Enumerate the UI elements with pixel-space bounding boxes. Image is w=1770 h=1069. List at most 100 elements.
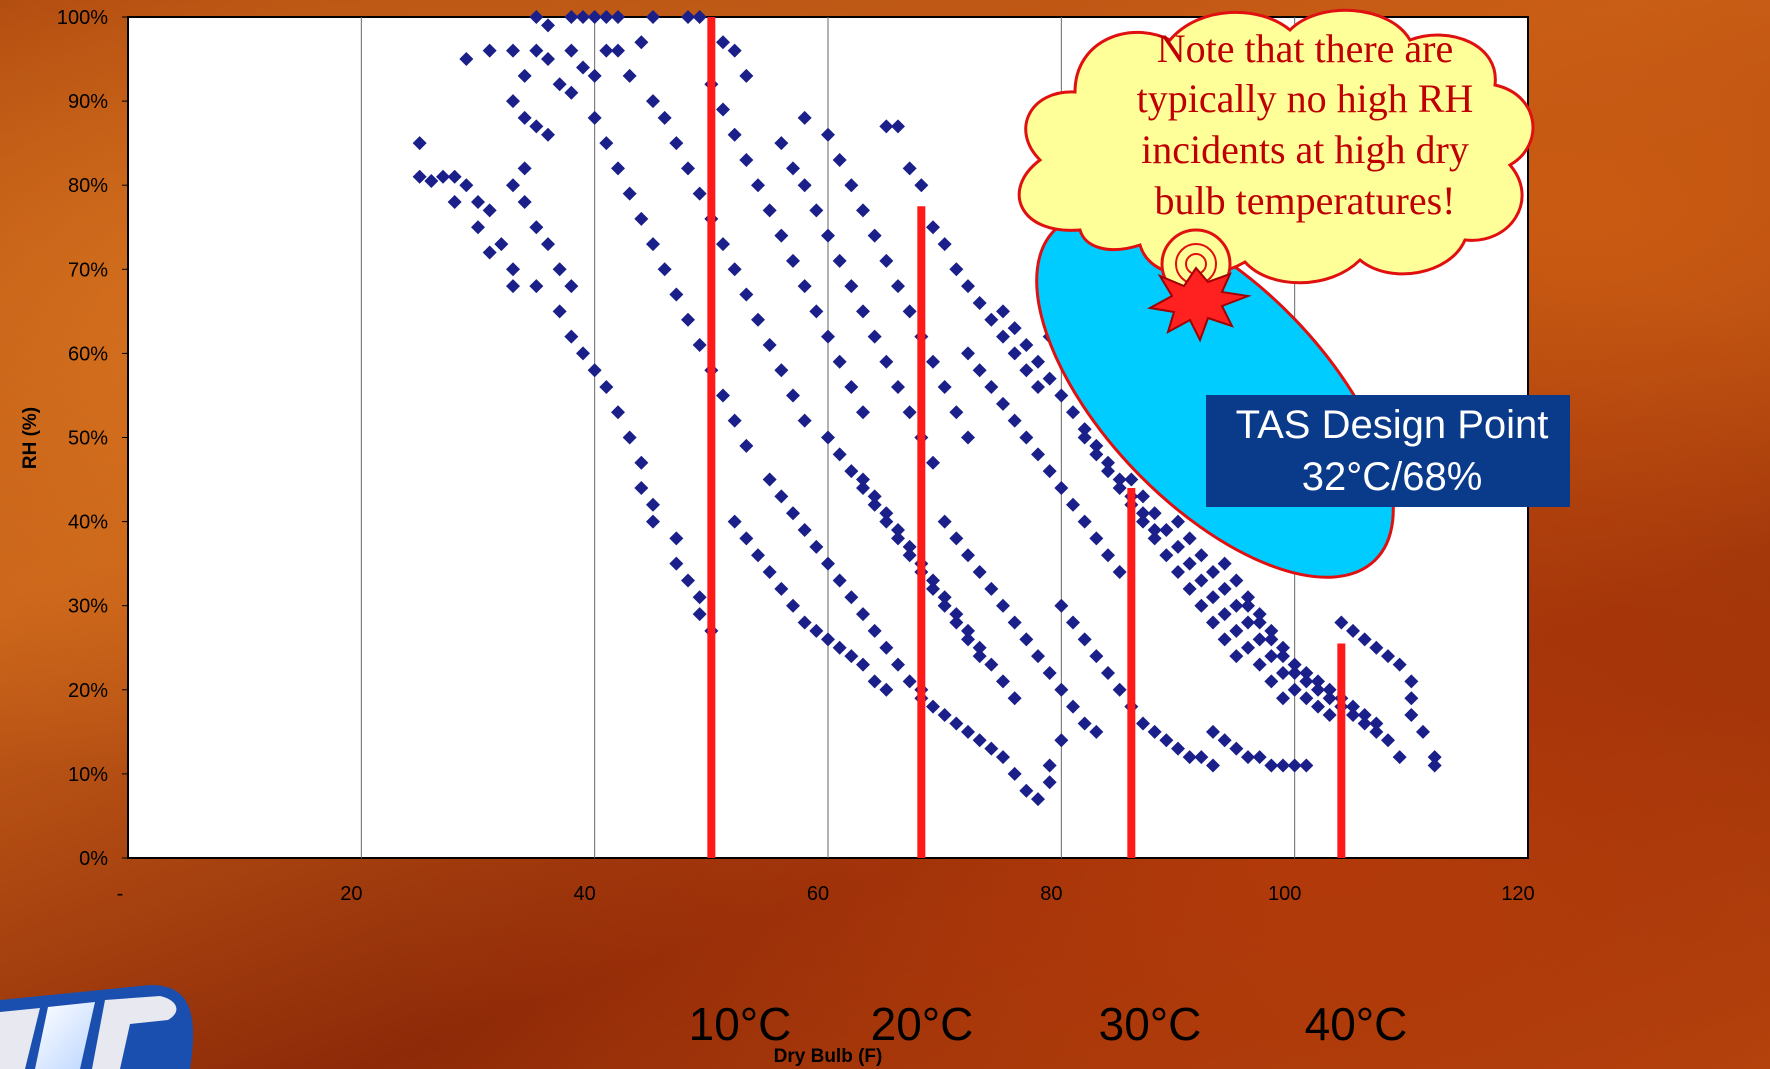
design-point-line-1: TAS Design Point xyxy=(1236,403,1549,447)
scatter-point xyxy=(1357,632,1372,647)
scatter-point xyxy=(1194,750,1209,765)
scatter-point xyxy=(797,279,812,294)
scatter-point xyxy=(961,430,975,445)
scatter-point xyxy=(669,287,684,302)
scatter-point xyxy=(821,430,835,445)
scatter-point xyxy=(529,279,544,294)
scatter-point xyxy=(657,110,672,125)
scatter-point xyxy=(1252,657,1267,672)
scatter-point xyxy=(599,43,614,58)
scatter-point xyxy=(1112,472,1127,487)
scatter-point xyxy=(1217,632,1232,647)
scatter-point xyxy=(926,220,940,235)
scatter-point xyxy=(902,548,917,563)
scatter-point xyxy=(1101,548,1115,563)
scatter-point xyxy=(1031,447,1045,462)
scatter-point xyxy=(926,573,940,588)
y-tick-label: 30% xyxy=(68,596,108,618)
scatter-point xyxy=(1404,674,1419,689)
design-point-line-2: 32°C/68% xyxy=(1302,455,1483,499)
y-tick-label: 20% xyxy=(68,680,108,702)
scatter-point xyxy=(996,396,1010,411)
scatter-point xyxy=(459,52,474,67)
scatter-point xyxy=(727,43,742,58)
scatter-point xyxy=(996,598,1010,613)
scatter-point xyxy=(1229,598,1244,613)
scatter-point xyxy=(1427,750,1442,765)
scatter-point xyxy=(937,590,952,605)
scatter-point xyxy=(1159,548,1174,563)
scatter-point xyxy=(926,699,940,714)
scatter-point xyxy=(599,136,614,151)
scatter-point xyxy=(821,329,835,344)
x-tick-label: 20 xyxy=(340,883,362,905)
celsius-label-10: 10°C xyxy=(689,998,792,1050)
scatter-point xyxy=(541,18,555,33)
scatter-point xyxy=(1299,691,1314,706)
scatter-point xyxy=(669,136,684,151)
scatter-point xyxy=(1066,699,1080,714)
scatter-point xyxy=(902,304,917,319)
scatter-point xyxy=(634,211,649,226)
scatter-point xyxy=(611,405,625,420)
scatter-point xyxy=(1007,766,1022,781)
scatter-point xyxy=(937,237,952,252)
scatter-point xyxy=(1194,548,1209,563)
scatter-point xyxy=(949,615,964,630)
scatter-point xyxy=(692,590,707,605)
scatter-point xyxy=(739,438,754,453)
scatter-point xyxy=(447,169,462,184)
scatter-point xyxy=(564,329,579,344)
scatter-point xyxy=(1101,665,1115,680)
scatter-point xyxy=(494,237,509,252)
scatter-point xyxy=(1404,691,1419,706)
scatter-point xyxy=(891,531,905,546)
scatter-point xyxy=(844,464,859,479)
scatter-point xyxy=(506,94,520,109)
scatter-point xyxy=(914,178,929,193)
scatter-point xyxy=(1357,708,1372,723)
scatter-point xyxy=(1077,430,1092,445)
scatter-point xyxy=(646,497,660,512)
scatter-point xyxy=(1077,514,1092,529)
y-tick-label: 100% xyxy=(57,7,108,29)
scatter-point xyxy=(891,657,905,672)
scatter-point xyxy=(949,405,964,420)
scatter-point xyxy=(821,632,835,647)
scatter-point xyxy=(972,565,987,580)
scatter-point xyxy=(1264,758,1279,773)
scatter-point xyxy=(1241,750,1255,765)
scatter-point xyxy=(832,573,847,588)
scatter-point xyxy=(587,363,602,378)
scatter-point xyxy=(506,178,520,193)
scatter-point xyxy=(774,489,789,504)
scatter-point xyxy=(774,363,789,378)
scatter-point xyxy=(984,312,999,327)
scatter-point xyxy=(669,531,684,546)
scatter-point xyxy=(657,262,672,277)
scatter-point xyxy=(856,657,870,672)
scatter-point xyxy=(1007,691,1022,706)
x-tick-labels: - 20 40 60 80 100 120 xyxy=(117,883,1535,905)
scatter-point xyxy=(961,724,975,739)
scatter-point xyxy=(809,304,824,319)
y-tick-label: 0% xyxy=(79,848,108,870)
scatter-point xyxy=(727,514,742,529)
scatter-point xyxy=(867,489,882,504)
scatter-point xyxy=(1089,447,1104,462)
scatter-point xyxy=(1299,758,1314,773)
scatter-point xyxy=(1019,632,1034,647)
scatter-point xyxy=(856,607,870,622)
scatter-point xyxy=(786,253,800,268)
y-tick-label: 10% xyxy=(68,764,108,786)
scatter-point xyxy=(1206,615,1220,630)
scatter-point xyxy=(517,195,532,210)
y-tick-label: 90% xyxy=(68,91,108,113)
scatter-point xyxy=(891,380,905,395)
scatter-point xyxy=(564,10,579,24)
scatter-point xyxy=(529,220,544,235)
scatter-point xyxy=(1089,724,1104,739)
scatter-point xyxy=(949,531,964,546)
scatter-point xyxy=(1322,691,1337,706)
scatter-point xyxy=(1066,615,1080,630)
